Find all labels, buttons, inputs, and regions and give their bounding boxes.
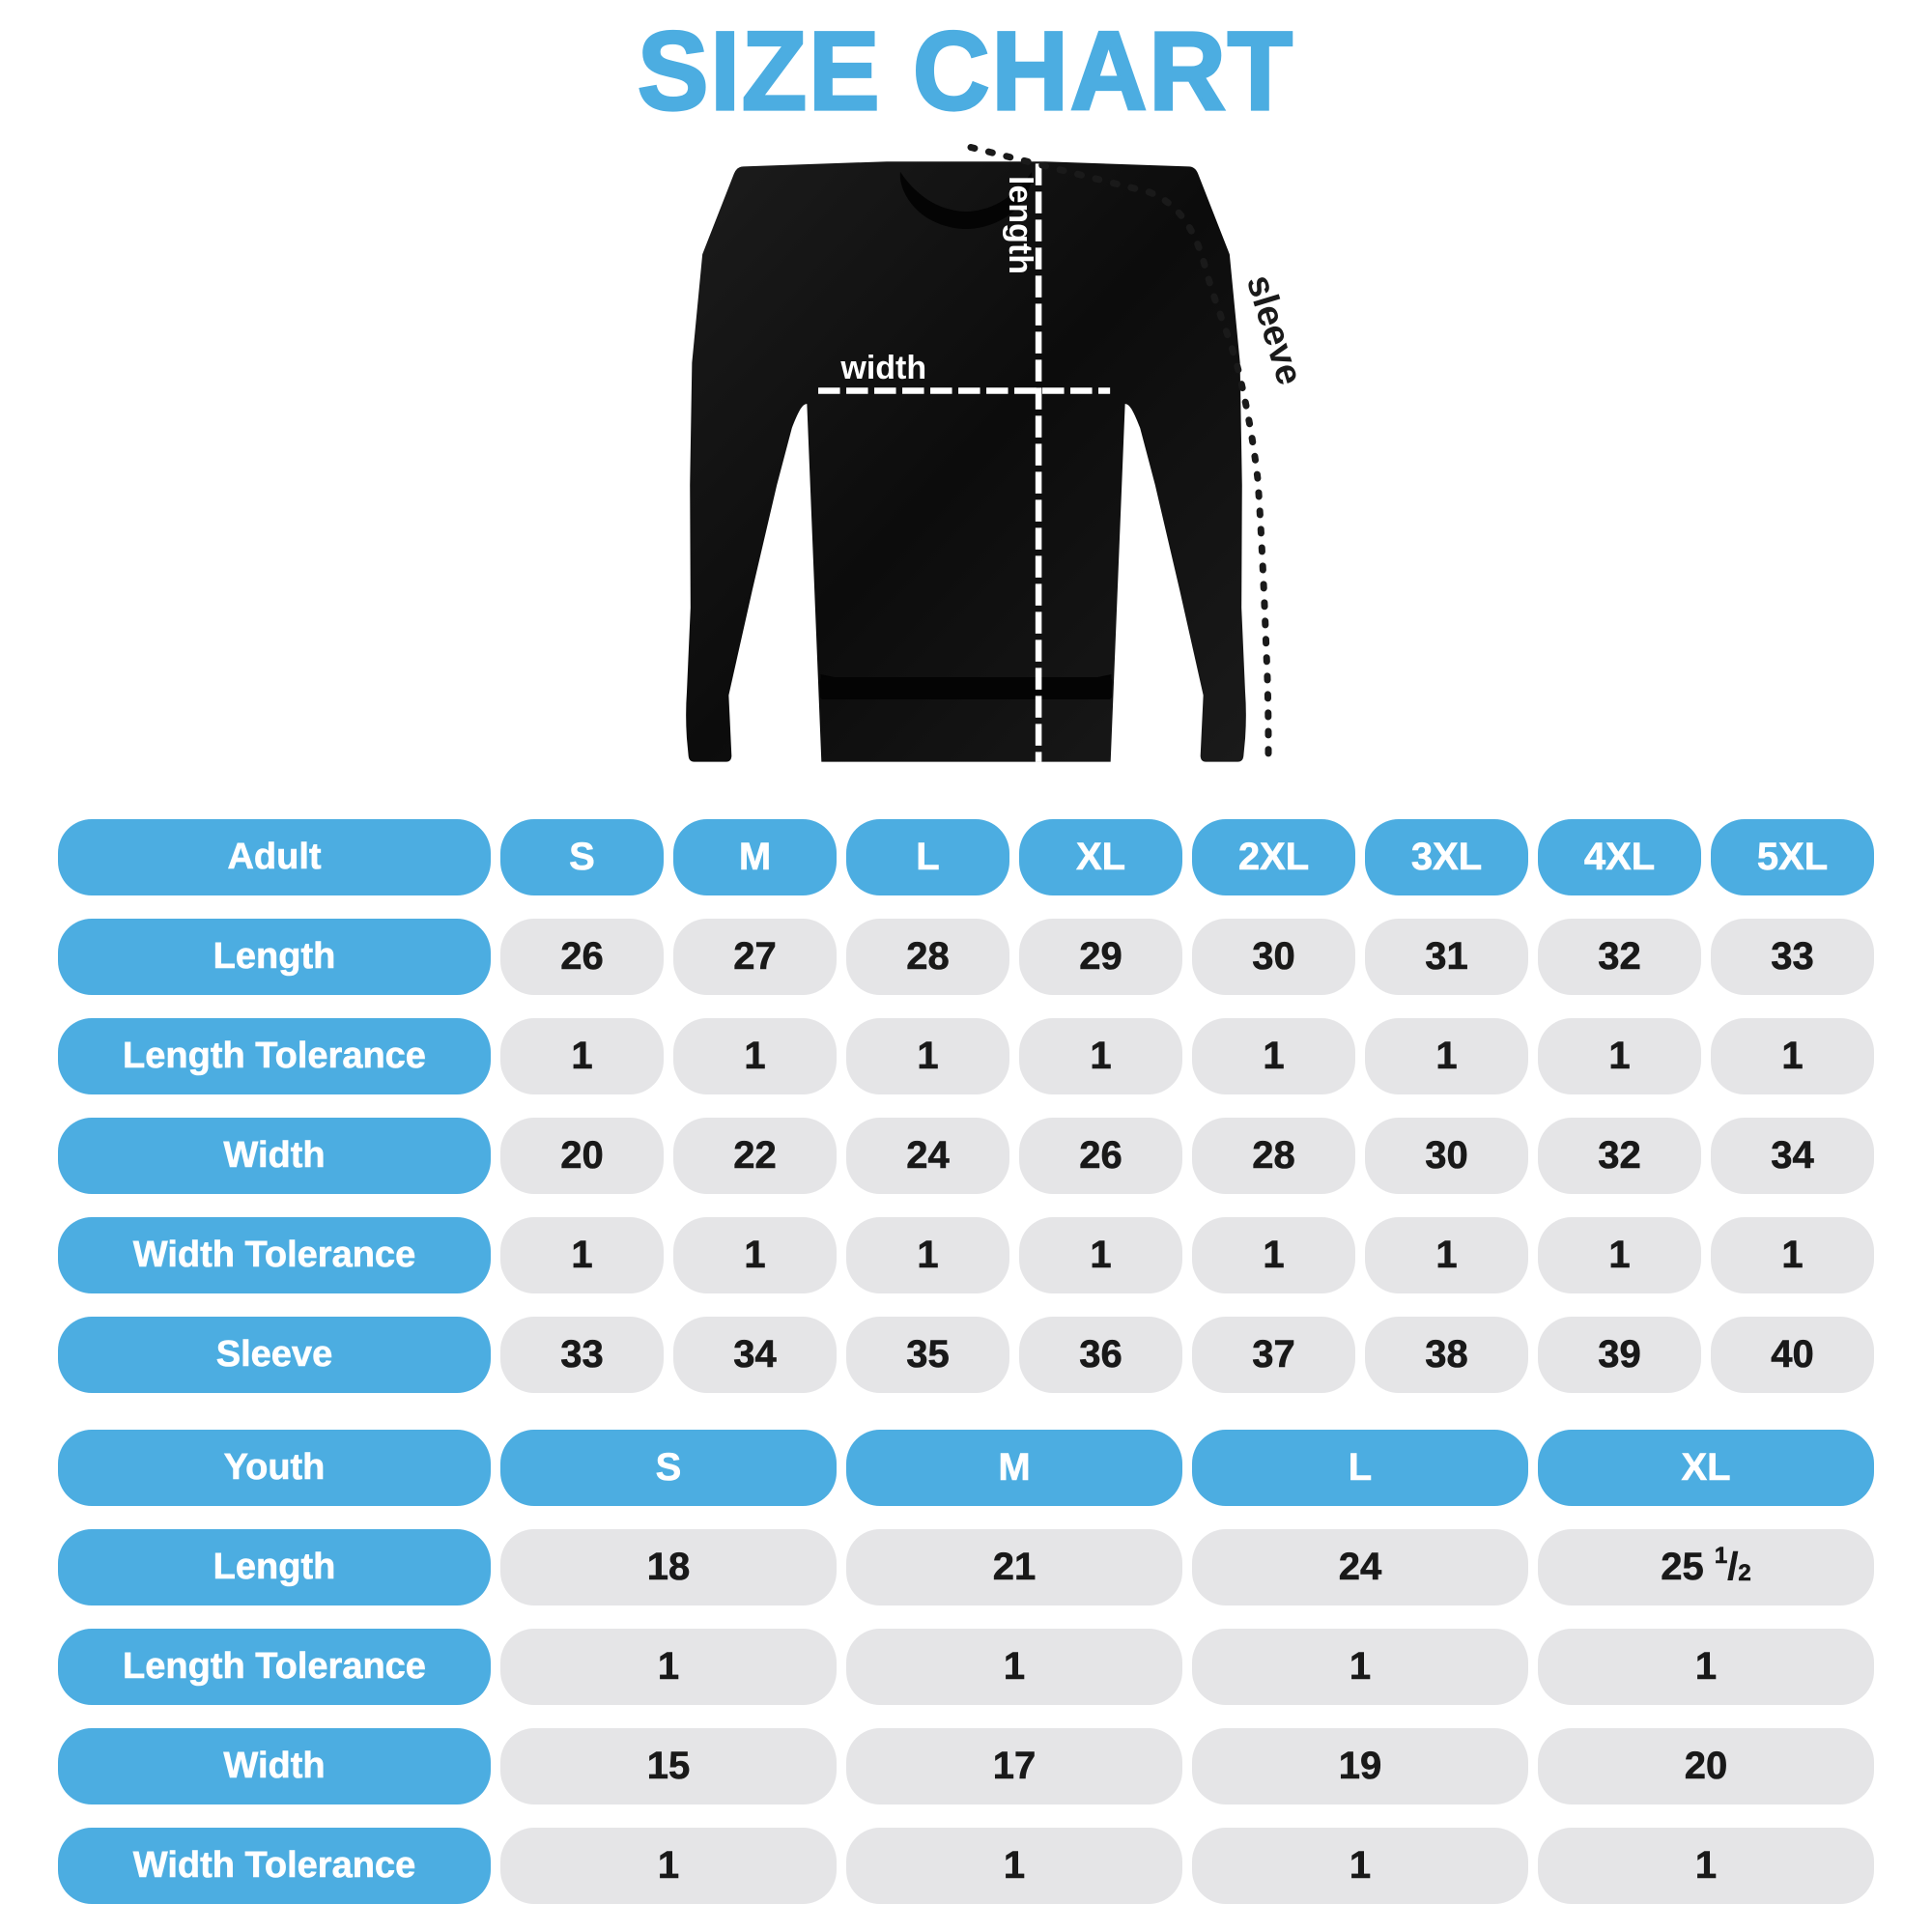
svg-text:width: width — [839, 350, 926, 386]
